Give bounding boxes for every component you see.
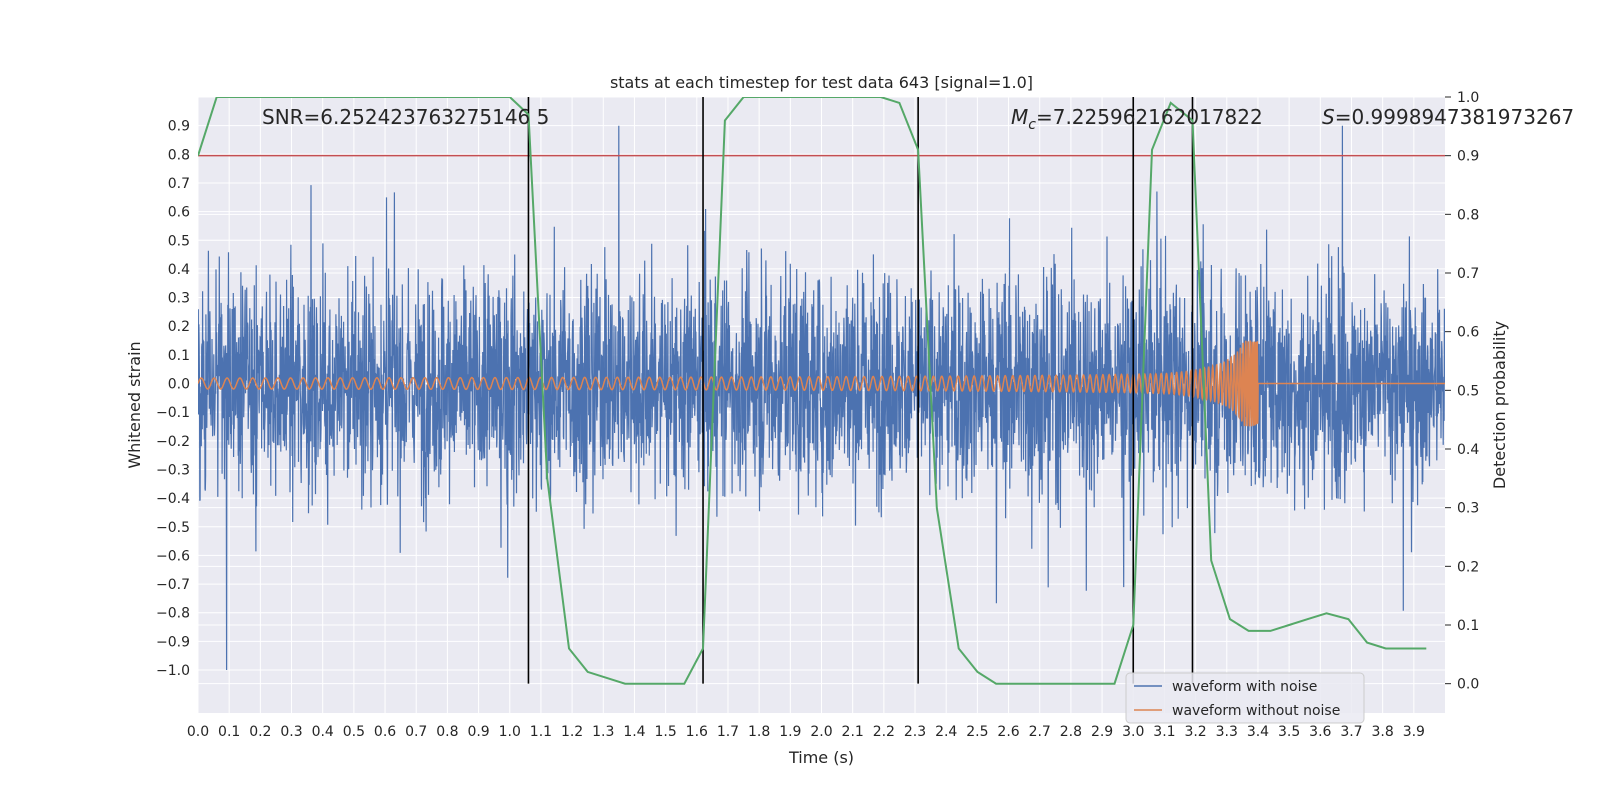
s-annotation: S=0.9998947381973267: [1322, 105, 1574, 129]
x-tick-label: 0.0: [187, 724, 209, 740]
y-axis-right-ticks: 1.0 0.9 0.8 0.7 0.6 0.5 0.4 0.3 0.2 0.1 0.0: [1445, 90, 1479, 693]
x-tick-label: 3.7: [1340, 724, 1362, 740]
y-right-tick-label: 0.0: [1457, 677, 1479, 693]
y-tick-label: −0.7: [156, 577, 190, 593]
y-tick-label: −0.6: [156, 548, 190, 564]
x-tick-label: 1.1: [530, 724, 552, 740]
x-tick-label: 2.8: [1060, 724, 1082, 740]
x-tick-label: 1.6: [686, 724, 708, 740]
s-value: =0.9998947381973267: [1335, 105, 1574, 129]
y-tick-label: 0.2: [168, 319, 190, 335]
y-tick-label: −0.3: [156, 462, 190, 478]
chirp-mass-annotation: Mc=7.225962162017822: [1011, 105, 1263, 133]
y-right-tick-label: 0.7: [1457, 266, 1479, 282]
y-tick-label: 0.0: [168, 377, 190, 393]
x-tick-label: 0.2: [249, 724, 271, 740]
y-right-tick-label: 0.8: [1457, 207, 1479, 223]
plot-area: [198, 97, 1445, 685]
x-tick-label: 0.8: [436, 724, 458, 740]
y-tick-label: 0.7: [168, 176, 190, 192]
y-tick-label: 0.8: [168, 147, 190, 163]
chirp-mass-value: =7.225962162017822: [1036, 105, 1263, 129]
y-tick-label: −0.2: [156, 434, 190, 450]
x-tick-label: 1.0: [499, 724, 521, 740]
legend: waveform with noise waveform without noi…: [1125, 672, 1365, 724]
chirp-mass-subscript: c: [1028, 117, 1036, 133]
series-waveform-without-noise: [198, 340, 1445, 427]
x-tick-label: 2.9: [1091, 724, 1113, 740]
y-tick-label: −0.5: [156, 520, 190, 536]
x-tick-label: 1.5: [654, 724, 676, 740]
x-tick-label: 2.1: [842, 724, 864, 740]
x-tick-label: 0.9: [467, 724, 489, 740]
s-symbol: S: [1322, 105, 1335, 129]
y-axis-label: Whitened strain: [125, 341, 144, 468]
x-tick-label: 1.9: [779, 724, 801, 740]
y-tick-label: 0.1: [168, 348, 190, 364]
y-right-tick-label: 0.3: [1457, 501, 1479, 517]
legend-box: [1125, 672, 1365, 724]
x-tick-label: 2.2: [873, 724, 895, 740]
x-tick-label: 3.9: [1403, 724, 1425, 740]
y-tick-label: −1.0: [156, 663, 190, 679]
y-tick-label: 0.5: [168, 233, 190, 249]
legend-entry-clean: waveform without noise: [1172, 703, 1340, 719]
x-tick-label: 1.7: [717, 724, 739, 740]
y-right-tick-label: 0.2: [1457, 559, 1479, 575]
y-right-tick-label: 0.4: [1457, 442, 1479, 458]
y-right-tick-label: 1.0: [1457, 90, 1479, 106]
x-tick-label: 0.7: [405, 724, 427, 740]
y-tick-label: −0.9: [156, 634, 190, 650]
x-tick-label: 3.4: [1247, 724, 1269, 740]
x-tick-label: 3.0: [1122, 724, 1144, 740]
x-tick-label: 0.1: [218, 724, 240, 740]
y-right-tick-label: 0.6: [1457, 325, 1479, 341]
x-axis-label: Time (s): [788, 748, 854, 767]
x-tick-label: 3.5: [1278, 724, 1300, 740]
x-tick-label: 2.6: [997, 724, 1019, 740]
x-tick-label: 0.3: [280, 724, 302, 740]
y-right-tick-label: 0.5: [1457, 383, 1479, 399]
snr-annotation: SNR=6.252423763275146 5: [262, 105, 549, 129]
x-tick-label: 3.2: [1184, 724, 1206, 740]
x-tick-label: 2.4: [935, 724, 957, 740]
x-tick-label: 2.5: [966, 724, 988, 740]
y-tick-label: −0.4: [156, 491, 190, 507]
y-tick-label: −0.8: [156, 606, 190, 622]
x-tick-label: 2.7: [1029, 724, 1051, 740]
x-tick-label: 2.3: [904, 724, 926, 740]
y-right-tick-label: 0.1: [1457, 618, 1479, 634]
x-tick-label: 1.8: [748, 724, 770, 740]
y-tick-label: 0.4: [168, 262, 190, 278]
chirp-mass-symbol: M: [1011, 105, 1028, 129]
legend-entry-noise: waveform with noise: [1172, 679, 1317, 695]
y-tick-label: 0.9: [168, 119, 190, 135]
y-axis-ticks: 0.9 0.8 0.7 0.6 0.5 0.4 0.3 0.2 0.1 0.0 −0.1 −0.2 −0…: [156, 119, 190, 679]
y-tick-label: 0.3: [168, 291, 190, 307]
x-tick-label: 0.4: [312, 724, 334, 740]
x-tick-label: 3.3: [1216, 724, 1238, 740]
x-tick-label: 1.4: [623, 724, 645, 740]
series-detection-probability: [198, 97, 1427, 685]
vertical-lines: [527, 97, 1194, 684]
x-tick-label: 1.2: [561, 724, 583, 740]
x-tick-label: 3.6: [1309, 724, 1331, 740]
y-tick-label: 0.6: [168, 205, 190, 221]
x-tick-label: 0.5: [343, 724, 365, 740]
x-tick-label: 3.8: [1372, 724, 1394, 740]
x-tick-label: 3.1: [1153, 724, 1175, 740]
y-tick-label: −0.1: [156, 405, 190, 421]
x-axis-ticks: 0.0 0.1 0.2 0.3 0.4 0.5 0.6 0.7 0.8 0.9 1.0 1.1 1.2 1…: [187, 724, 1425, 740]
y-right-tick-label: 0.9: [1457, 149, 1479, 165]
x-tick-label: 2.0: [810, 724, 832, 740]
chart-title: stats at each timestep for test data 643…: [610, 73, 1033, 92]
x-tick-label: 1.3: [592, 724, 614, 740]
y-axis-right-label: Detection probability: [1490, 321, 1509, 489]
x-tick-label: 0.6: [374, 724, 396, 740]
